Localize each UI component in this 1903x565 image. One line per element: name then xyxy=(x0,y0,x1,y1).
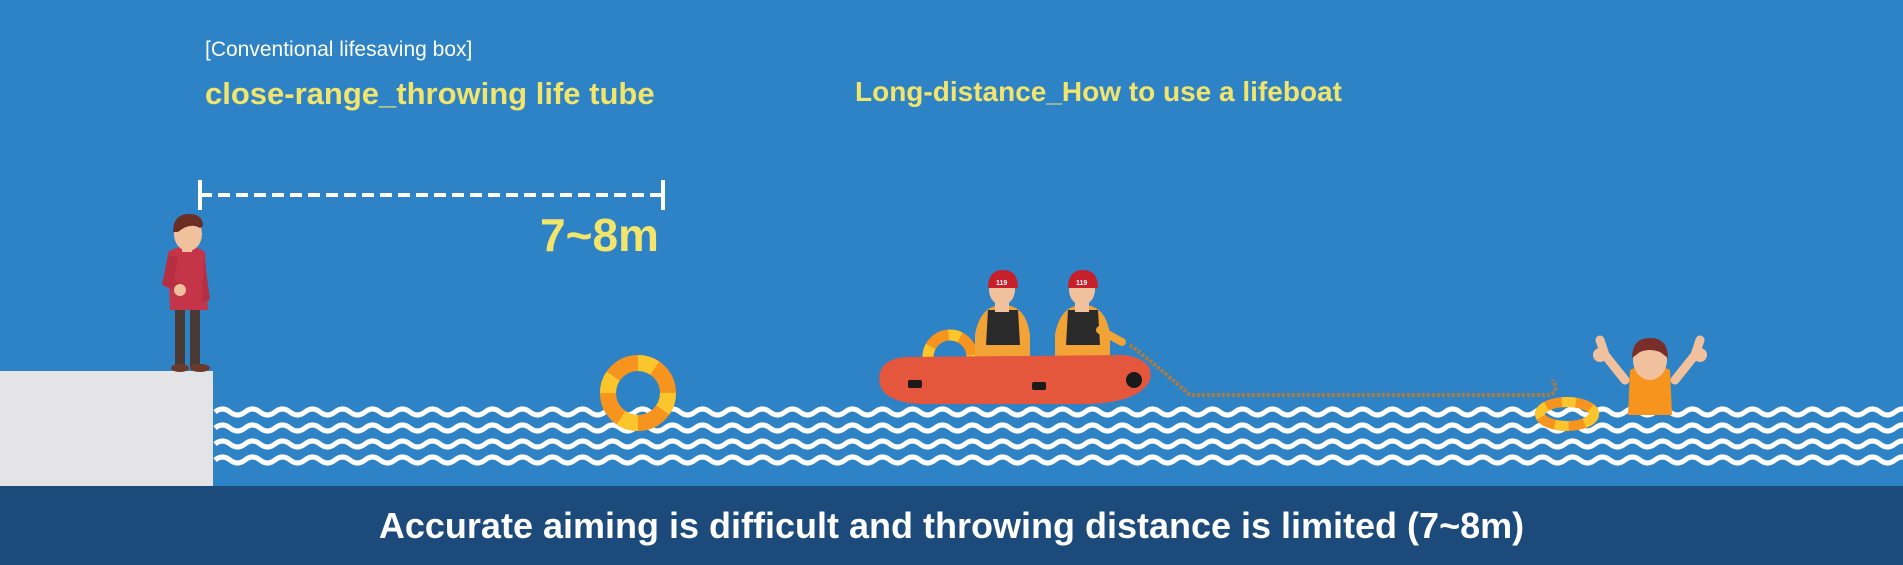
wave-row xyxy=(213,438,1903,450)
subtitle: [Conventional lifesaving box] xyxy=(205,38,473,61)
rescue-boat-icon: 119 119 xyxy=(879,270,1151,404)
dock xyxy=(0,371,213,486)
helmet-label: 119 xyxy=(996,280,1007,287)
wave-row xyxy=(213,454,1903,466)
footer-caption: Accurate aiming is difficult and throwin… xyxy=(378,504,1525,546)
helmet-label: 119 xyxy=(1076,280,1087,287)
rescuer-icon: 119 xyxy=(975,270,1030,362)
person-standing-icon xyxy=(162,214,210,372)
wave-icon xyxy=(213,406,1903,466)
distance-label: 7~8m xyxy=(540,209,659,261)
heading-close-range: close-range_throwing life tube xyxy=(205,76,655,111)
life-ring-icon xyxy=(600,355,676,431)
distance-measure xyxy=(198,180,665,210)
swimmer-icon xyxy=(1593,335,1707,415)
life-ring-icon xyxy=(1535,397,1599,431)
wave-row xyxy=(213,422,1903,434)
footer-bar: Accurate aiming is difficult and throwin… xyxy=(0,486,1903,565)
rescuer-icon: 119 xyxy=(1055,270,1126,362)
heading-long-distance: Long-distance_How to use a lifeboat xyxy=(855,76,1342,107)
rope-icon xyxy=(1128,343,1558,397)
